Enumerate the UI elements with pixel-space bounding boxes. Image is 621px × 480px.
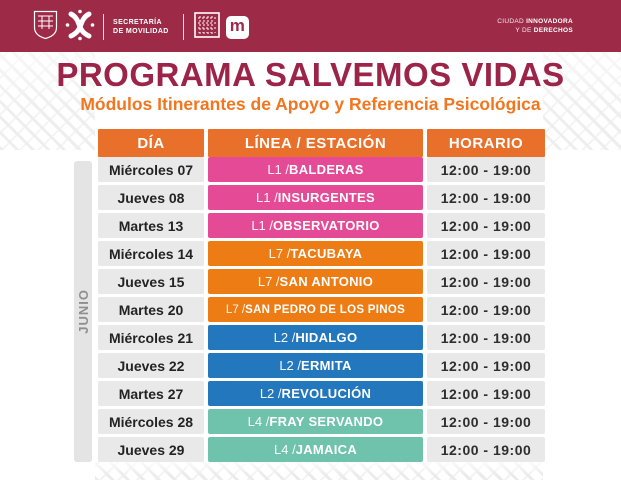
column-header-linea-estacion: LÍNEA / ESTACIÓN — [208, 129, 423, 157]
semovi-pattern-badge-icon — [193, 11, 220, 43]
line-station-separator: / — [283, 246, 291, 261]
schedule-cell: 12:00 - 19:00 — [427, 241, 545, 266]
line-label: L7 — [268, 246, 284, 261]
header-divider — [182, 14, 184, 40]
line-label: L7 — [257, 274, 273, 289]
line-station-separator: / — [281, 162, 290, 177]
line-station-separator: / — [293, 358, 302, 373]
line-station-separator: / — [274, 386, 282, 401]
schedule-cell: 12:00 - 19:00 — [427, 437, 545, 462]
line-station-separator: / — [272, 274, 280, 289]
line-station-badge: L2 / HIDALGO — [208, 325, 423, 350]
program-title: PROGRAMA SALVEMOS VIDAS — [56, 56, 565, 93]
station-name: ERMITA — [301, 358, 352, 373]
cdmx-coat-of-arms-icon — [33, 10, 58, 45]
program-subtitle: Módulos Itinerantes de Apoyo y Referenci… — [80, 94, 541, 114]
line-station-badge: L7 / SAN PEDRO DE LOS PINOS — [208, 297, 423, 322]
day-cell: Jueves 22 — [98, 353, 204, 378]
line-station-separator: / — [265, 218, 274, 233]
city-tagline: CIUDAD INNOVADORA Y DE DERECHOS — [497, 18, 573, 34]
station-name: JAMAICA — [295, 442, 358, 457]
schedule-cell: 12:00 - 19:00 — [427, 325, 545, 350]
month-bar: JUNIO — [74, 161, 92, 462]
day-cell: Miércoles 07 — [98, 157, 204, 182]
line-station-separator: / — [270, 190, 278, 205]
line-station-badge: L2 / REVOLUCIÓN — [208, 381, 423, 406]
schedule-table: DÍA LÍNEA / ESTACIÓN HORARIO Miércoles 07 L1… — [98, 129, 545, 462]
schedule-cell: 12:00 - 19:00 — [427, 157, 545, 182]
station-name: SAN ANTONIO — [279, 274, 374, 289]
schedule-cell: 12:00 - 19:00 — [427, 185, 545, 210]
line-station-separator: / — [288, 330, 296, 345]
schedule-cell: 12:00 - 19:00 — [427, 409, 545, 434]
line-station-badge: L2 / ERMITA — [208, 353, 423, 378]
line-label: L4 — [247, 414, 263, 429]
metro-logo-icon: m — [225, 15, 249, 39]
line-label: L1 — [267, 162, 282, 177]
line-station-badge: L7 / SAN ANTONIO — [208, 269, 423, 294]
station-name: FRAY SERVANDO — [269, 414, 384, 429]
schedule-cell: 12:00 - 19:00 — [427, 381, 545, 406]
station-name: SAN PEDRO DE LOS PINOS — [245, 303, 406, 316]
agency-name: SECRETARÍA DE MOVILIDAD — [113, 19, 169, 35]
day-cell: Jueves 08 — [98, 185, 204, 210]
cdmx-x-logo-icon — [65, 8, 95, 47]
day-cell: Miércoles 14 — [98, 241, 204, 266]
station-name: HIDALGO — [295, 330, 358, 345]
line-station-separator: / — [238, 303, 246, 316]
day-cell: Martes 27 — [98, 381, 204, 406]
day-cell: Miércoles 28 — [98, 409, 204, 434]
line-station-badge: L1 / OBSERVATORIO — [208, 213, 423, 238]
line-station-badge: L1 / INSURGENTES — [208, 185, 423, 210]
month-label: JUNIO — [75, 289, 91, 334]
schedule-cell: 12:00 - 19:00 — [427, 353, 545, 378]
line-station-separator: / — [262, 414, 270, 429]
column-header-horario: HORARIO — [427, 129, 545, 157]
line-label: L2 — [259, 386, 275, 401]
station-name: REVOLUCIÓN — [281, 386, 372, 401]
schedule-cell: 12:00 - 19:00 — [427, 269, 545, 294]
station-name: OBSERVATORIO — [273, 218, 380, 233]
station-name: BALDERAS — [289, 162, 364, 177]
line-station-badge: L4 / JAMAICA — [208, 437, 423, 462]
line-label: L1 — [251, 218, 266, 233]
line-station-separator: / — [288, 442, 296, 457]
schedule-cell: 12:00 - 19:00 — [427, 297, 545, 322]
line-label: L7 — [225, 303, 239, 316]
line-label: L4 — [273, 442, 289, 457]
station-name: TACUBAYA — [290, 246, 363, 261]
government-header-bar: SECRETARÍA DE MOVILIDAD m CIUDAD INNOVAD… — [0, 0, 621, 52]
column-header-dia: DÍA — [98, 129, 204, 157]
day-cell: Jueves 29 — [98, 437, 204, 462]
day-cell: Jueves 15 — [98, 269, 204, 294]
line-label: L2 — [279, 358, 294, 373]
line-label: L2 — [273, 330, 289, 345]
line-label: L1 — [256, 190, 271, 205]
day-cell: Miércoles 21 — [98, 325, 204, 350]
edge-pattern-bottom — [95, 458, 543, 480]
schedule-cell: 12:00 - 19:00 — [427, 213, 545, 238]
day-cell: Martes 13 — [98, 213, 204, 238]
header-divider — [103, 14, 104, 40]
day-cell: Martes 20 — [98, 297, 204, 322]
line-station-badge: L7 / TACUBAYA — [208, 241, 423, 266]
line-station-badge: L1 / BALDERAS — [208, 157, 423, 182]
metro-letter: m — [229, 16, 245, 35]
line-station-badge: L4 / FRAY SERVANDO — [208, 409, 423, 434]
station-name: INSURGENTES — [277, 190, 375, 205]
